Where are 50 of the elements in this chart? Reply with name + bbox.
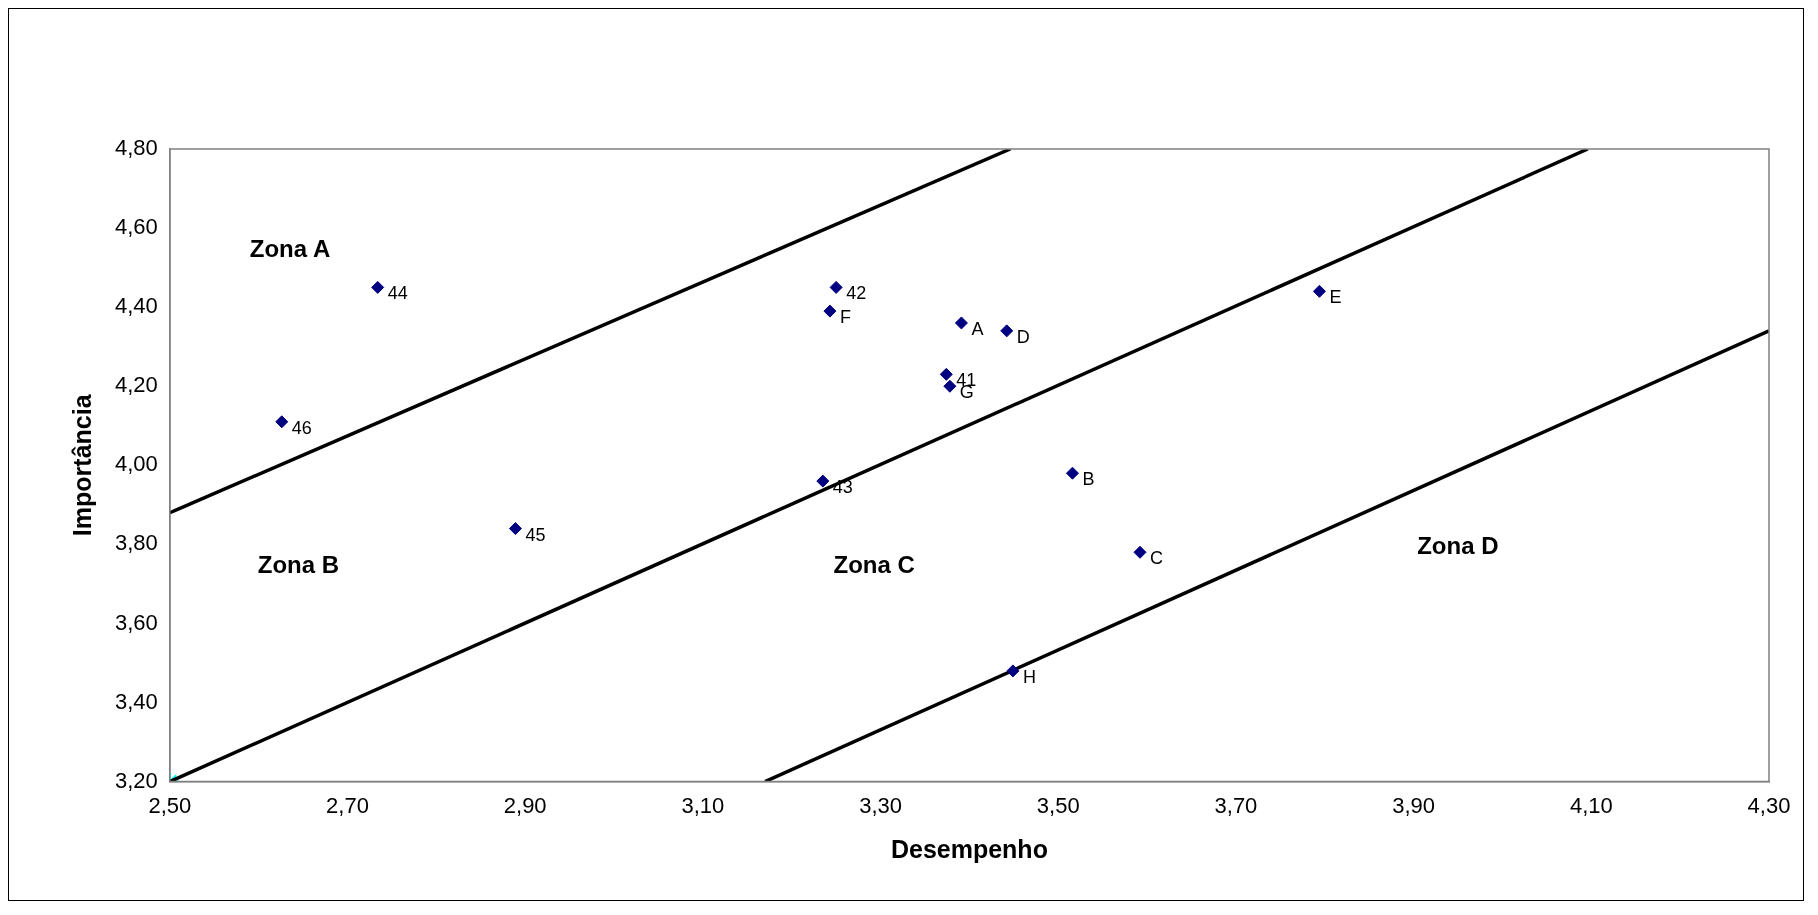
x-tick-label: 3,50 (1036, 792, 1080, 818)
point (371, 280, 385, 294)
annotation: A (971, 318, 984, 339)
point (816, 474, 830, 488)
point (939, 367, 953, 381)
annotation: Zona C (833, 551, 915, 579)
point (1006, 664, 1020, 678)
point (275, 415, 289, 429)
x-tick-label: 3,90 (1392, 792, 1436, 818)
y-tick-label: 3,60 (114, 609, 158, 635)
y-tick-label: 3,80 (114, 530, 158, 556)
y-tick-label: 4,60 (114, 214, 158, 240)
point (1312, 284, 1326, 298)
annotation: Zona B (257, 551, 340, 579)
y-axis-title: Importância (67, 393, 96, 537)
point (954, 316, 968, 330)
point (1133, 545, 1147, 559)
y-tick-label: 4,20 (114, 372, 158, 398)
x-tick-label: 2,70 (326, 792, 369, 818)
annotation: 46 (291, 417, 312, 438)
point (1000, 324, 1014, 338)
point (943, 379, 957, 393)
annotation: Zona D (1417, 532, 1499, 560)
annotation: B (1082, 469, 1095, 490)
x-tick-label: 3,10 (681, 792, 725, 818)
annotation: 45 (525, 524, 546, 545)
annotation: H (1022, 666, 1036, 687)
x-tick-label: 3,70 (1214, 792, 1258, 818)
point (508, 522, 522, 536)
annotation: E (1329, 287, 1342, 308)
point (829, 280, 843, 294)
y-tick-label: 4,80 (114, 135, 158, 161)
annotation: 42 (846, 283, 867, 304)
annotation: F (839, 307, 851, 328)
annotation: C (1149, 548, 1163, 569)
y-tick-label: 3,20 (114, 767, 158, 793)
x-tick-label: 4,30 (1747, 792, 1791, 818)
y-tick-label: 4,00 (114, 451, 158, 477)
annotation: Zona A (249, 234, 331, 262)
x-tick-label: 2,50 (148, 792, 192, 818)
point (823, 304, 837, 318)
x-tick-label: 4,10 (1569, 792, 1613, 818)
annotation: 44 (387, 283, 408, 304)
point (1065, 466, 1079, 480)
x-tick-label: 2,90 (503, 792, 547, 818)
x-axis-title: Desempenho (890, 834, 1048, 863)
y-tick-label: 4,40 (114, 293, 158, 319)
x-tick-label: 3,30 (859, 792, 902, 818)
y-tick-label: 3,40 (114, 688, 158, 714)
annotation: D (1016, 326, 1030, 347)
